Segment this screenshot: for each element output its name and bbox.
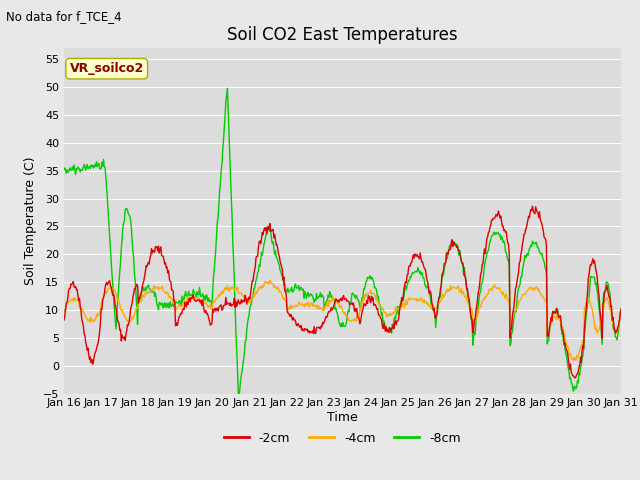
-8cm	[214, 218, 221, 224]
-4cm	[70, 299, 78, 304]
Text: No data for f_TCE_4: No data for f_TCE_4	[6, 10, 122, 23]
-2cm	[617, 307, 625, 313]
-8cm	[70, 162, 78, 168]
-4cm	[266, 277, 274, 283]
-2cm	[529, 204, 536, 209]
-8cm	[412, 268, 419, 274]
-8cm	[60, 166, 68, 172]
Title: Soil CO2 East Temperatures: Soil CO2 East Temperatures	[227, 25, 458, 44]
-8cm	[235, 394, 243, 400]
-4cm	[127, 318, 135, 324]
Text: VR_soilco2: VR_soilco2	[70, 62, 144, 75]
-2cm	[184, 301, 192, 307]
-4cm	[617, 312, 625, 317]
-2cm	[572, 375, 579, 381]
-2cm	[410, 255, 418, 261]
-4cm	[60, 307, 68, 312]
Line: -4cm: -4cm	[64, 280, 621, 361]
X-axis label: Time: Time	[327, 411, 358, 424]
-2cm	[214, 305, 221, 311]
-4cm	[428, 305, 435, 311]
Legend: -2cm, -4cm, -8cm: -2cm, -4cm, -8cm	[219, 427, 466, 450]
-2cm	[127, 303, 135, 309]
Y-axis label: Soil Temperature (C): Soil Temperature (C)	[24, 156, 37, 285]
-8cm	[428, 301, 436, 307]
Line: -8cm: -8cm	[64, 88, 621, 397]
-2cm	[426, 288, 434, 294]
-2cm	[60, 317, 68, 323]
-4cm	[184, 294, 192, 300]
-2cm	[70, 284, 78, 289]
-4cm	[570, 358, 577, 364]
-4cm	[214, 296, 221, 301]
-8cm	[223, 85, 231, 91]
Line: -2cm: -2cm	[64, 206, 621, 378]
-4cm	[411, 296, 419, 302]
-8cm	[617, 306, 625, 312]
-8cm	[184, 292, 192, 298]
-8cm	[127, 225, 135, 231]
